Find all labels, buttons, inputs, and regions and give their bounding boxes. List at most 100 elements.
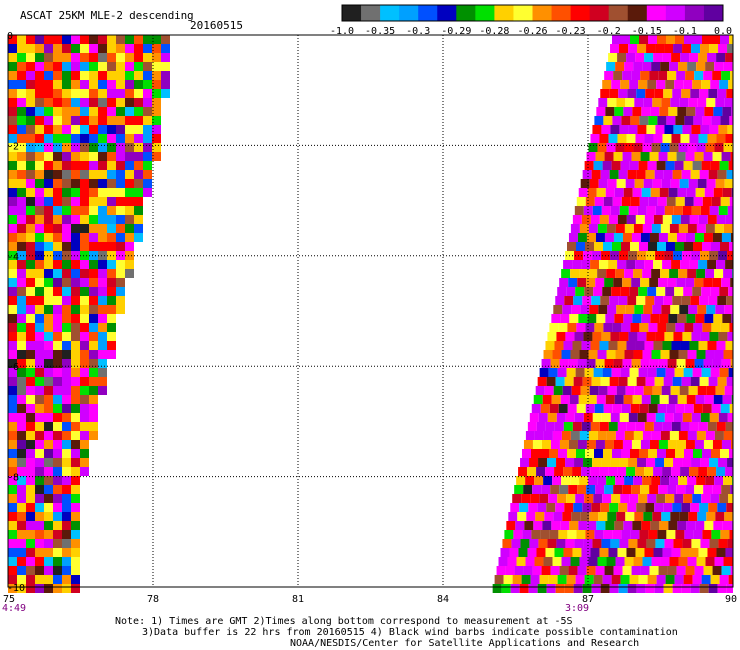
swath-cell xyxy=(567,449,576,458)
swath-cell xyxy=(567,323,577,332)
swath-cell xyxy=(579,476,589,485)
swath-cell xyxy=(17,188,26,197)
swath-cell xyxy=(642,143,652,152)
swath-cell xyxy=(80,422,89,431)
swath-cell xyxy=(44,323,53,332)
swath-cell xyxy=(616,98,626,107)
swath-cell xyxy=(107,152,116,161)
swath-cell xyxy=(35,206,44,215)
swath-cell xyxy=(626,467,636,476)
swath-cell xyxy=(649,71,659,80)
swath-cell xyxy=(80,323,89,332)
swath-cell xyxy=(622,485,632,494)
swath-cell xyxy=(597,350,607,359)
swath-cell xyxy=(44,449,53,458)
swath-cell xyxy=(650,395,660,404)
swath-cell xyxy=(695,314,705,323)
swath-cell xyxy=(107,143,116,152)
swath-cell xyxy=(62,557,71,566)
swath-cell xyxy=(651,224,661,233)
swath-cell xyxy=(729,197,733,206)
swath-cell xyxy=(675,449,684,458)
swath-cell xyxy=(585,197,595,206)
swath-cell xyxy=(657,530,667,539)
swath-cell xyxy=(652,512,662,521)
swath-cell xyxy=(615,143,625,152)
swath-cell xyxy=(161,53,170,62)
swath-cell xyxy=(720,449,729,458)
swath-cell xyxy=(516,476,526,485)
swath-cell xyxy=(724,386,733,395)
swath-cell xyxy=(35,53,44,62)
swath-cell xyxy=(685,485,695,494)
swath-cell xyxy=(721,233,731,242)
swath-cell xyxy=(649,359,659,368)
swath-cell xyxy=(564,377,574,386)
swath-cell xyxy=(713,107,723,116)
swath-cell xyxy=(608,341,618,350)
swath-cell xyxy=(687,350,697,359)
swath-cell xyxy=(716,422,726,431)
swath-cell xyxy=(727,125,733,134)
swath-cell xyxy=(574,413,584,422)
swath-cell xyxy=(639,530,649,539)
swath-cell xyxy=(718,539,728,548)
pass-times: 4:49 3:09 xyxy=(2,603,589,614)
colorbar-label: -0.3 xyxy=(406,26,430,37)
swath-cell xyxy=(604,152,614,161)
swath-cell xyxy=(26,557,35,566)
swath-cell xyxy=(604,440,614,449)
swath-cell xyxy=(89,80,98,89)
swath-cell xyxy=(555,296,565,305)
swath-cell xyxy=(599,215,609,224)
swath-cell xyxy=(80,62,89,71)
swath-cell xyxy=(80,134,89,143)
swath-cell xyxy=(613,71,623,80)
swath-cell xyxy=(616,386,626,395)
swath-cell xyxy=(8,53,17,62)
swath-cell xyxy=(528,584,538,593)
swath-cell xyxy=(710,368,720,377)
swath-cell xyxy=(664,125,674,134)
swath-cell xyxy=(71,323,80,332)
swath-cell xyxy=(702,35,711,44)
swath-cell xyxy=(657,449,666,458)
swath-cell xyxy=(667,485,677,494)
swath-cell xyxy=(26,170,35,179)
swath-cell xyxy=(655,458,665,467)
swath-cell xyxy=(600,170,610,179)
swath-cell xyxy=(680,341,690,350)
swath-cell xyxy=(604,485,614,494)
swath-cell xyxy=(704,314,714,323)
swath-cell xyxy=(538,413,548,422)
swath-cell xyxy=(613,485,623,494)
swath-cell xyxy=(676,152,686,161)
swath-cell xyxy=(631,440,641,449)
swath-cell xyxy=(681,170,691,179)
swath-cell xyxy=(593,368,603,377)
swath-cell xyxy=(26,215,35,224)
swath-cell xyxy=(577,485,587,494)
swath-cell xyxy=(680,215,690,224)
swath-cell xyxy=(53,251,62,260)
swath-cell xyxy=(575,575,585,584)
swath-cell xyxy=(567,530,577,539)
swath-cell xyxy=(35,179,44,188)
swath-cell xyxy=(631,359,641,368)
swath-cell xyxy=(532,485,542,494)
swath-cell xyxy=(667,359,677,368)
swath-cell xyxy=(586,278,596,287)
swath-cell xyxy=(726,170,733,179)
swath-cell xyxy=(586,152,596,161)
swath-cell xyxy=(606,62,616,71)
swath-cell xyxy=(721,278,731,287)
swath-cell xyxy=(712,152,722,161)
swath-cell xyxy=(539,494,549,503)
swath-cell xyxy=(525,431,535,440)
swath-cell xyxy=(604,566,614,575)
swath-cell xyxy=(17,278,26,287)
swath-cell xyxy=(558,404,568,413)
swath-cell xyxy=(35,215,44,224)
swath-cell xyxy=(662,422,672,431)
swath-cell xyxy=(80,206,89,215)
